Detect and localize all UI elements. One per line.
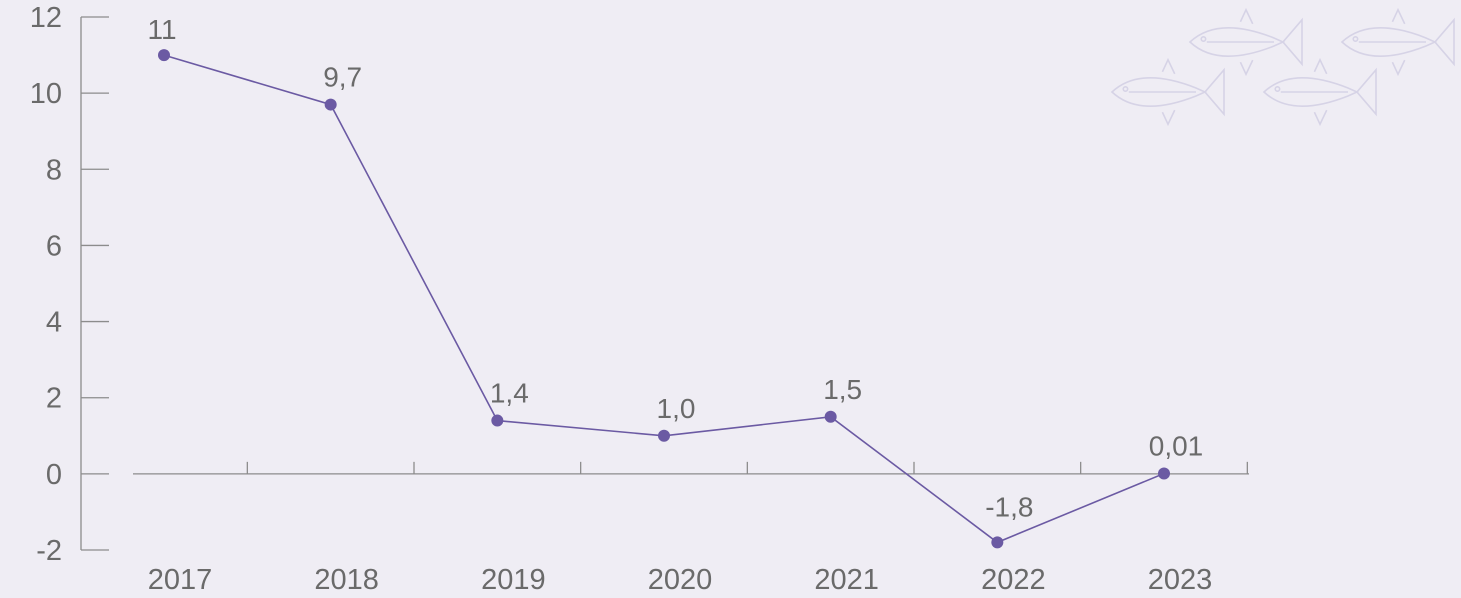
x-tick-label: 2022 bbox=[981, 564, 1046, 596]
fish-icon bbox=[1110, 57, 1225, 127]
axes bbox=[80, 17, 1249, 550]
fish-icon bbox=[1188, 7, 1303, 77]
data-label: 1,0 bbox=[657, 393, 696, 424]
fish-icon bbox=[1262, 57, 1377, 127]
y-tick-label: 10 bbox=[30, 78, 62, 110]
y-tick-label: 8 bbox=[46, 154, 62, 186]
y-tick-label: 6 bbox=[46, 230, 62, 262]
x-axis-ticks: 2017 2018 2019 2020 2021 2022 2023 bbox=[148, 461, 1248, 596]
x-tick-label: 2018 bbox=[314, 564, 379, 596]
x-tick-label: 2019 bbox=[481, 564, 546, 596]
data-point bbox=[991, 536, 1004, 549]
data-label: 1,4 bbox=[490, 378, 529, 409]
series-line bbox=[163, 54, 1165, 544]
data-point bbox=[1158, 467, 1170, 480]
data-label: 0,01 bbox=[1149, 430, 1204, 461]
x-tick-label: 2021 bbox=[814, 564, 879, 596]
series-markers bbox=[158, 49, 1170, 549]
y-tick-label: 4 bbox=[46, 307, 62, 339]
data-point bbox=[491, 414, 504, 427]
data-label: 1,5 bbox=[823, 374, 862, 405]
y-tick-label: 12 bbox=[30, 2, 62, 34]
fish-icon bbox=[1340, 7, 1455, 77]
data-point bbox=[658, 429, 670, 442]
data-point bbox=[824, 410, 837, 423]
y-axis-ticks: 12 10 8 6 4 2 0 -2 bbox=[30, 2, 109, 567]
data-point bbox=[158, 49, 170, 62]
data-label: 11 bbox=[147, 14, 176, 45]
data-labels: 11 9,7 1,4 1,0 1,5 -1,8 0,01 bbox=[147, 14, 1203, 522]
data-label: -1,8 bbox=[985, 491, 1033, 522]
y-tick-label: 0 bbox=[46, 459, 62, 491]
x-tick-label: 2020 bbox=[648, 564, 713, 596]
data-point bbox=[324, 98, 337, 111]
data-label: 9,7 bbox=[323, 62, 362, 93]
x-tick-label: 2017 bbox=[148, 564, 213, 596]
x-tick-label: 2023 bbox=[1148, 564, 1213, 596]
y-tick-label: 2 bbox=[46, 383, 62, 415]
y-tick-label: -2 bbox=[36, 535, 62, 567]
fish-decoration bbox=[1110, 7, 1455, 127]
